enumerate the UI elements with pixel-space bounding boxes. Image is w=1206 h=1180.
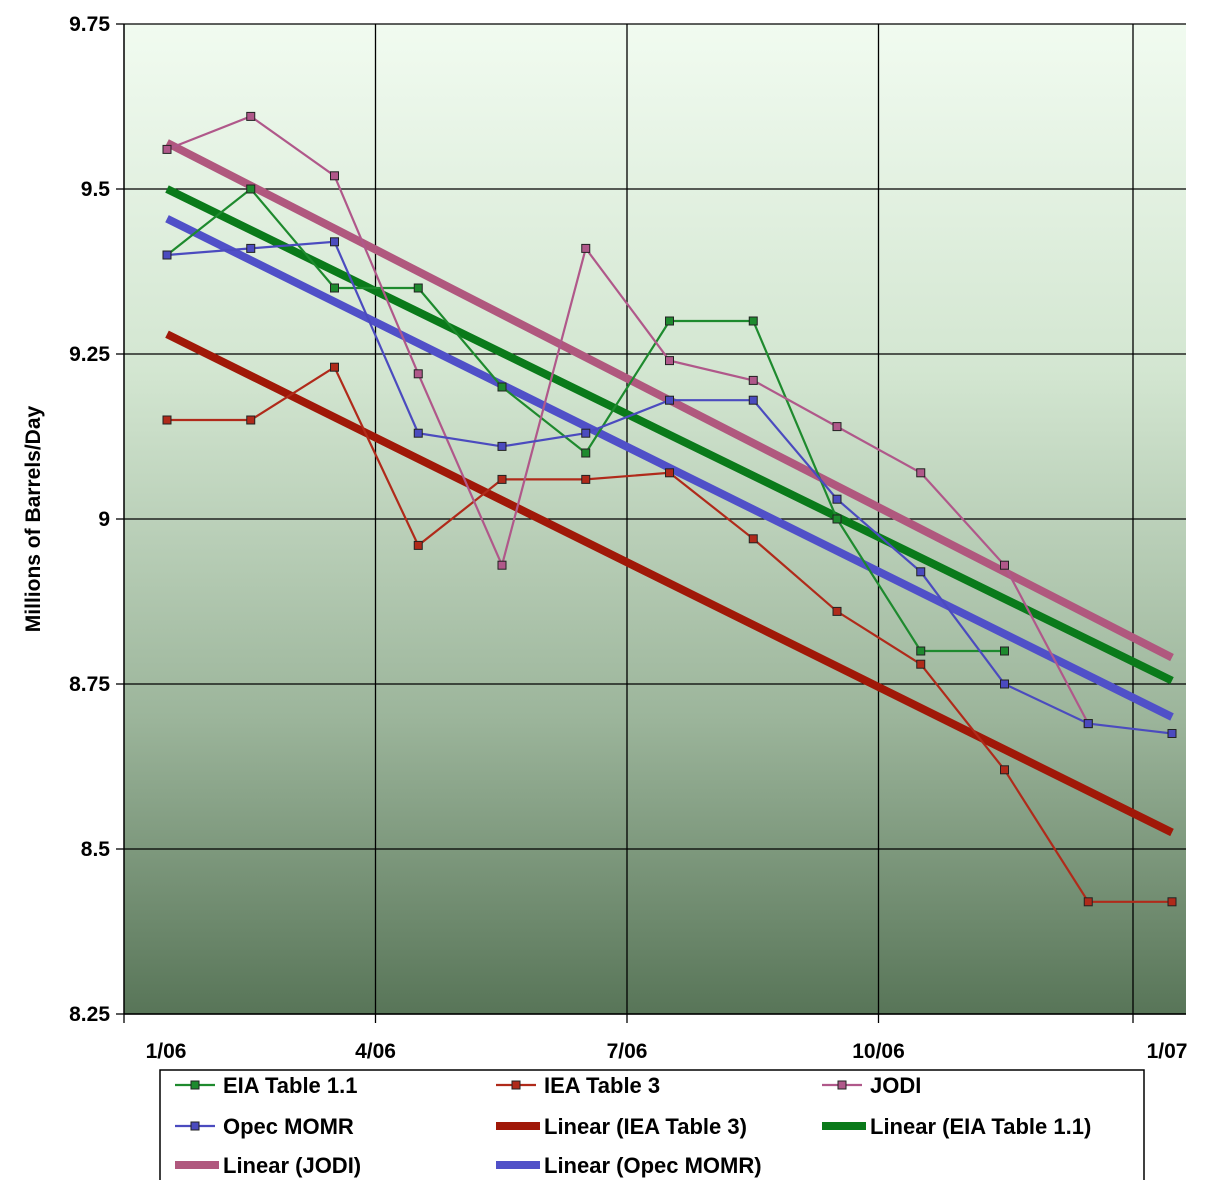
legend-box bbox=[159, 1069, 1145, 1180]
legend-marker-eia-table-1-1 bbox=[190, 1080, 200, 1090]
legend-label-iea-table-3: IEA Table 3 bbox=[544, 1073, 660, 1098]
point-iea-table-3 bbox=[1000, 765, 1009, 775]
point-opec-momr bbox=[832, 494, 842, 504]
y-tick-label: 9 bbox=[98, 508, 110, 531]
point-jodi bbox=[832, 422, 842, 432]
point-iea-table-3 bbox=[413, 540, 423, 550]
legend-marker-iea-table-3 bbox=[511, 1080, 521, 1090]
point-jodi bbox=[162, 144, 172, 154]
point-opec-momr bbox=[162, 250, 172, 260]
y-axis-title: Millions of Barrels/Day bbox=[22, 405, 45, 632]
x-tick-label: 1/07 bbox=[1147, 1040, 1188, 1063]
legend-label-linear-iea-table-3: Linear (IEA Table 3) bbox=[544, 1114, 747, 1139]
legend-label-jodi: JODI bbox=[870, 1073, 921, 1098]
legend-label-linear-eia-table-1-1: Linear (EIA Table 1.1) bbox=[870, 1114, 1091, 1139]
trend-linear-iea-table-3 bbox=[165, 330, 1174, 837]
point-eia-table-1-1 bbox=[497, 382, 507, 392]
y-tick-label: 8.75 bbox=[69, 673, 110, 696]
point-opec-momr bbox=[1167, 729, 1177, 738]
point-opec-momr bbox=[497, 441, 507, 451]
point-eia-table-1-1 bbox=[832, 514, 842, 524]
trend-linear-opec-momr bbox=[165, 215, 1174, 721]
point-opec-momr bbox=[916, 567, 926, 577]
series-line-jodi bbox=[166, 115, 1090, 725]
point-jodi bbox=[665, 356, 674, 366]
y-tick-label: 9.5 bbox=[81, 178, 111, 201]
point-opec-momr bbox=[581, 428, 591, 438]
point-eia-table-1-1 bbox=[246, 184, 256, 194]
point-eia-table-1-1 bbox=[748, 316, 758, 326]
trend-linear-eia-table-1-1 bbox=[165, 185, 1174, 685]
legend-label-eia-table-1-1: EIA Table 1.1 bbox=[223, 1073, 358, 1098]
point-jodi bbox=[497, 560, 507, 570]
point-iea-table-3 bbox=[162, 415, 172, 425]
point-eia-table-1-1 bbox=[581, 448, 591, 458]
axes: 9.75 9.5 9.25 9 8.75 8.5 8.25 1/06 4/06 7/06 10/06… bbox=[69, 13, 1187, 1063]
y-tick-label: 8.25 bbox=[69, 1003, 110, 1026]
y-tick-label: 9.25 bbox=[69, 343, 110, 366]
point-jodi bbox=[330, 171, 339, 181]
point-jodi bbox=[916, 468, 926, 478]
x-tick-label: 7/06 bbox=[607, 1040, 648, 1063]
legend: EIA Table 1.1 IEA Table 3 JODI Opec MOMR Lin… bbox=[159, 1069, 1145, 1180]
point-jodi bbox=[413, 369, 423, 379]
y-tick-label: 9.75 bbox=[69, 13, 110, 36]
point-iea-table-3 bbox=[1083, 897, 1093, 907]
point-opec-momr bbox=[330, 237, 339, 247]
point-eia-table-1-1 bbox=[330, 283, 339, 293]
point-eia-table-1-1 bbox=[665, 316, 674, 326]
point-opec-momr bbox=[748, 395, 758, 405]
point-opec-momr bbox=[413, 428, 423, 438]
point-iea-table-3 bbox=[1167, 897, 1177, 907]
point-eia-table-1-1 bbox=[1000, 646, 1009, 656]
point-eia-table-1-1 bbox=[916, 646, 926, 656]
legend-label-linear-jodi: Linear (JODI) bbox=[223, 1153, 361, 1178]
legend-marker-opec-momr bbox=[190, 1121, 200, 1131]
point-jodi bbox=[1000, 560, 1009, 570]
point-opec-momr bbox=[246, 243, 256, 253]
legend-marker-jodi bbox=[837, 1080, 847, 1090]
gridlines bbox=[124, 23, 1186, 1015]
data-series bbox=[162, 111, 1177, 907]
point-opec-momr bbox=[665, 395, 674, 405]
x-tick-label: 1/06 bbox=[146, 1040, 187, 1063]
point-opec-momr bbox=[1000, 679, 1009, 689]
y-tick-label: 8.5 bbox=[81, 838, 111, 861]
point-iea-table-3 bbox=[497, 474, 507, 484]
point-iea-table-3 bbox=[581, 474, 591, 484]
point-jodi bbox=[748, 375, 758, 385]
point-iea-table-3 bbox=[330, 362, 339, 372]
point-iea-table-3 bbox=[748, 534, 758, 544]
point-eia-table-1-1 bbox=[413, 283, 423, 293]
point-iea-table-3 bbox=[665, 468, 674, 478]
point-iea-table-3 bbox=[916, 659, 926, 669]
x-tick-label: 10/06 bbox=[852, 1040, 905, 1063]
legend-label-linear-opec-momr: Linear (Opec MOMR) bbox=[544, 1153, 762, 1178]
point-iea-table-3 bbox=[246, 415, 256, 425]
point-opec-momr bbox=[1083, 719, 1093, 729]
point-iea-table-3 bbox=[832, 606, 842, 616]
x-tick-label: 4/06 bbox=[355, 1040, 396, 1063]
point-jodi bbox=[246, 111, 256, 121]
point-jodi bbox=[581, 243, 591, 253]
legend-label-opec-momr: Opec MOMR bbox=[223, 1114, 354, 1139]
